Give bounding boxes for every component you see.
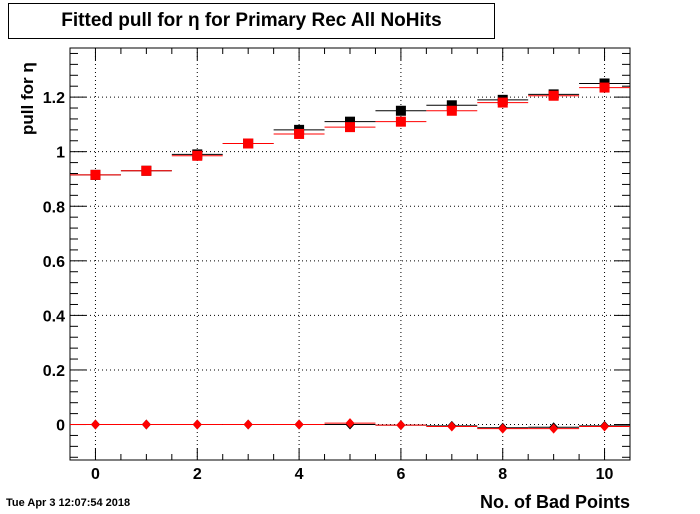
series-3-point (90, 419, 100, 430)
x-tick-label: 0 (91, 466, 100, 483)
x-tick-label: 2 (193, 466, 202, 483)
series-0-point (345, 116, 355, 127)
timestamp: Tue Apr 3 12:07:54 2018 (6, 497, 131, 509)
y-tick-label: 1.2 (43, 90, 65, 107)
y-axis-label: pull for η (18, 62, 37, 135)
series-3-point (294, 419, 304, 430)
series-1-point (192, 150, 203, 161)
series-1-point (548, 90, 559, 101)
y-tick-label: 0.4 (43, 308, 65, 325)
y-tick-label: 0.6 (43, 254, 65, 271)
series-1-point (446, 105, 457, 116)
chart-title: Fitted pull for η for Primary Rec All No… (8, 3, 495, 39)
x-tick-label: 10 (596, 466, 614, 483)
x-tick-label: 4 (295, 466, 304, 483)
series-3-point (447, 421, 457, 432)
series-3-point (600, 421, 610, 432)
y-tick-label: 0 (56, 418, 65, 435)
series-1-point (141, 165, 152, 176)
plot-frame (69, 47, 631, 461)
series-3-point (243, 419, 253, 430)
series-3-point (345, 418, 355, 429)
series-1-point (599, 82, 610, 93)
series-3-point (549, 423, 559, 434)
y-tick-label: 1 (56, 145, 65, 162)
series-1-point (345, 122, 355, 133)
series-1-point (294, 128, 305, 139)
series-1-point (497, 97, 508, 108)
series-3-point (192, 419, 202, 430)
x-tick-label: 8 (498, 466, 507, 483)
series-1-point (90, 169, 101, 180)
series-1-point (243, 138, 254, 149)
x-tick-label: 6 (396, 466, 405, 483)
y-tick-label: 0.8 (43, 199, 65, 216)
series-3-point (498, 423, 508, 434)
series-3-point (141, 419, 151, 430)
series-0-point (395, 105, 406, 116)
y-tick-label: 0.2 (43, 363, 65, 380)
series-1-point (395, 116, 406, 127)
series-3-point (396, 420, 406, 431)
x-axis-label: No. of Bad Points (480, 492, 630, 512)
series-0-point (446, 100, 457, 111)
